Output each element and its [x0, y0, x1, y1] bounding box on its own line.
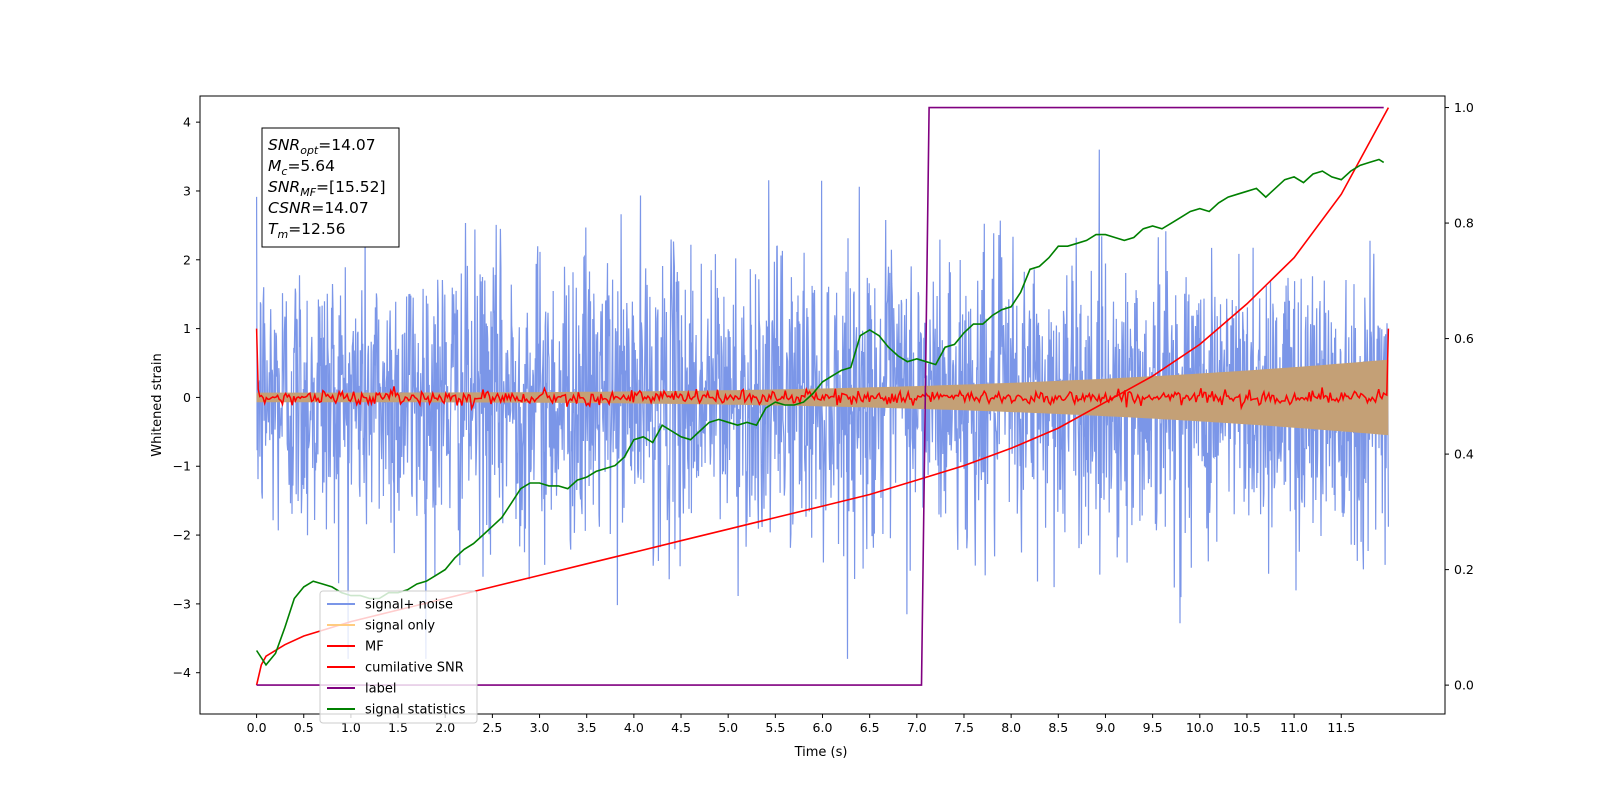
legend-frame	[319, 590, 478, 724]
y-left-tick-label: 1	[183, 321, 191, 336]
legend-label: cumilative SNR	[365, 661, 464, 676]
annotation-line: SNRopt=14.07	[268, 136, 376, 157]
annotation-line: Tm=12.56	[268, 220, 346, 241]
series-signal-noise-line	[256, 149, 1390, 659]
y-right-tick-label: 0.2	[1454, 562, 1474, 577]
y-right-tick-label: 1.0	[1454, 100, 1474, 115]
y-right-tick-label: 0.0	[1454, 678, 1474, 693]
x-tick-label: 5.0	[718, 720, 738, 735]
x-tick-label: 9.5	[1143, 720, 1163, 735]
x-tick-label: 9.0	[1096, 720, 1116, 735]
x-tick-label: 11.5	[1327, 720, 1355, 735]
y-left-tick-label: −2	[173, 528, 191, 543]
y-left-tick-label: 0	[183, 390, 191, 405]
y-left-tick-label: 4	[183, 115, 191, 130]
legend-label: signal+ noise	[365, 598, 453, 613]
y-left-tick-label: 3	[183, 183, 191, 198]
x-tick-label: 3.5	[577, 720, 597, 735]
annotation-line: CSNR=14.07	[268, 199, 369, 217]
x-tick-label: 11.0	[1280, 720, 1308, 735]
series-label-line	[256, 106, 1384, 686]
y-right-tick-label: 0.4	[1454, 447, 1474, 462]
x-tick-label: 10.0	[1186, 720, 1214, 735]
annotation-frame	[261, 127, 400, 248]
legend-label: signal statistics	[365, 703, 466, 718]
x-tick-label: 8.0	[1001, 720, 1021, 735]
annotation-box: SNRopt=14.07Mc=5.64SNRMF=[15.52]CSNR=14.…	[261, 127, 400, 248]
axes-layer: 0.0 0.5 1.0 1.5 2.0 2.5 3.0 3.5 4.0 4.5 5.0 5.5 6.0 6…	[173, 100, 1474, 735]
x-tick-label: 6.0	[813, 720, 833, 735]
legend-label: label	[365, 682, 396, 697]
x-tick-label: 4.5	[671, 720, 691, 735]
y-left-tick-label: −4	[173, 665, 191, 680]
x-tick-label: 1.5	[388, 720, 408, 735]
y-left-tick-label: 2	[183, 252, 191, 267]
legend: signal+ noise signal only MF cumilative SNR…	[319, 590, 478, 724]
annotation-line: Mc=5.64	[268, 157, 335, 178]
x-tick-label: 1.0	[341, 720, 361, 735]
x-tick-label: 0.0	[247, 720, 267, 735]
y-left-tick-label: −3	[173, 596, 191, 611]
y-left-tick-label: −1	[173, 459, 191, 474]
x-tick-label: 10.5	[1233, 720, 1261, 735]
x-tick-label: 5.5	[765, 720, 785, 735]
x-tick-label: 8.5	[1048, 720, 1068, 735]
x-tick-label: 7.0	[907, 720, 927, 735]
x-tick-label: 6.5	[860, 720, 880, 735]
series-signal-statistics-line	[255, 158, 1385, 667]
x-axis-label: Time (s)	[794, 745, 848, 760]
x-tick-label: 0.5	[294, 720, 314, 735]
x-tick-label: 2.5	[482, 720, 502, 735]
x-tick-label: 3.0	[530, 720, 550, 735]
series-mf-line	[255, 328, 1390, 412]
annotation-line: SNRMF=[15.52]	[268, 178, 386, 199]
legend-label: signal only	[365, 619, 435, 634]
y-right-tick-label: 0.8	[1454, 216, 1474, 231]
legend-label: MF	[365, 640, 384, 655]
y-right-tick-label: 0.6	[1454, 331, 1474, 346]
y-axis-label: Whitened strain	[150, 353, 165, 456]
x-tick-label: 2.0	[435, 720, 455, 735]
x-tick-label: 4.0	[624, 720, 644, 735]
x-tick-label: 7.5	[954, 720, 974, 735]
